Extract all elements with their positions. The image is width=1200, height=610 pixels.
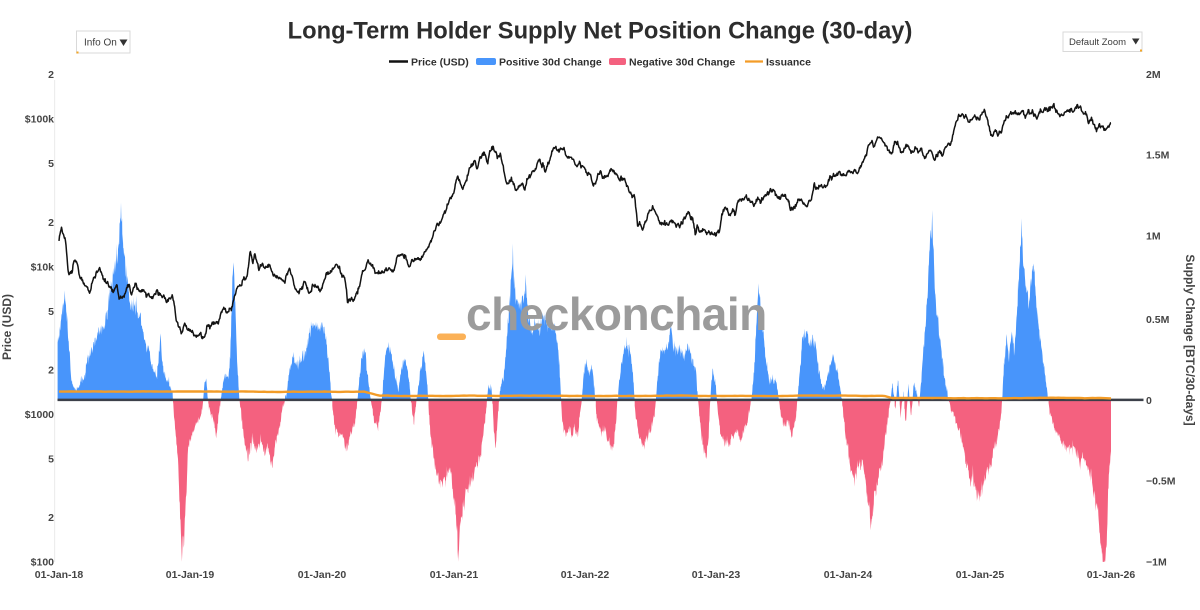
svg-text:$10k: $10k: [31, 261, 55, 273]
svg-text:01-Jan-26: 01-Jan-26: [1087, 569, 1136, 581]
svg-text:Positive 30d Change: Positive 30d Change: [499, 56, 602, 68]
svg-text:−1M: −1M: [1146, 556, 1167, 568]
svg-text:$100: $100: [31, 557, 55, 569]
svg-text:2: 2: [48, 217, 54, 229]
svg-text:1.5M: 1.5M: [1146, 150, 1170, 162]
svg-text:2: 2: [48, 365, 54, 377]
svg-text:−0.5M: −0.5M: [1146, 476, 1176, 488]
svg-text:01-Jan-20: 01-Jan-20: [298, 569, 347, 581]
svg-text:01-Jan-19: 01-Jan-19: [166, 569, 215, 581]
svg-text:01-Jan-21: 01-Jan-21: [430, 569, 479, 581]
svg-text:01-Jan-24: 01-Jan-24: [824, 569, 873, 581]
svg-text:Price (USD): Price (USD): [0, 294, 14, 360]
svg-text:checkonchain: checkonchain: [466, 288, 767, 340]
svg-text:Info On: Info On: [84, 38, 117, 49]
svg-text:0.5M: 0.5M: [1146, 314, 1170, 326]
svg-text:0: 0: [1146, 395, 1152, 407]
svg-text:Price (USD): Price (USD): [411, 56, 469, 68]
svg-text:5: 5: [48, 306, 54, 318]
svg-text:2M: 2M: [1146, 69, 1161, 81]
svg-text:$1000: $1000: [25, 409, 54, 421]
svg-text:01-Jan-18: 01-Jan-18: [35, 569, 84, 581]
svg-text:01-Jan-25: 01-Jan-25: [956, 569, 1005, 581]
svg-text:01-Jan-23: 01-Jan-23: [692, 569, 741, 581]
svg-text:Issuance: Issuance: [766, 56, 811, 68]
svg-text:1M: 1M: [1146, 230, 1161, 242]
svg-text:5: 5: [48, 158, 54, 170]
svg-text:$100k: $100k: [25, 114, 54, 126]
svg-text:Negative 30d Change: Negative 30d Change: [629, 56, 735, 68]
svg-text:2: 2: [48, 512, 54, 524]
svg-text:Long-Term Holder Supply Net Po: Long-Term Holder Supply Net Position Cha…: [288, 19, 913, 45]
svg-text:Supply Change [BTC/30-days]: Supply Change [BTC/30-days]: [1183, 254, 1197, 425]
svg-text:01-Jan-22: 01-Jan-22: [561, 569, 610, 581]
svg-text:5: 5: [48, 454, 54, 466]
svg-text:Default Zoom: Default Zoom: [1069, 37, 1126, 48]
svg-text:2: 2: [48, 69, 54, 81]
